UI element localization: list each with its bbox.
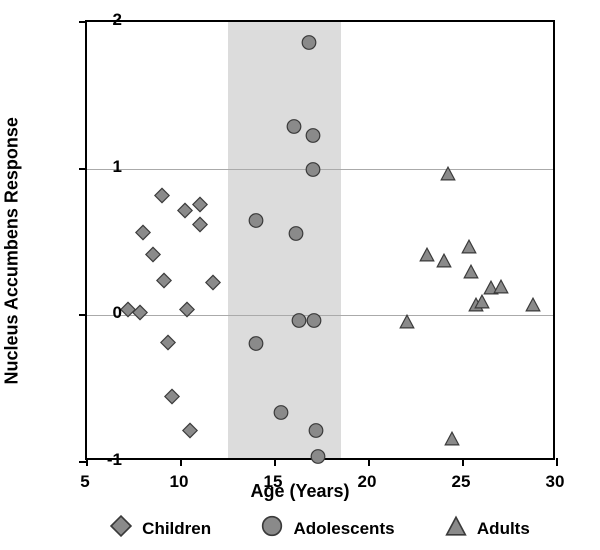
x-tick-label: 30 — [546, 472, 565, 492]
y-tick-label: 0 — [113, 303, 122, 323]
data-point-adolescents — [306, 312, 322, 333]
data-point-children — [145, 246, 161, 267]
data-point-children — [164, 388, 180, 409]
data-point-adults — [436, 252, 452, 273]
data-point-children — [205, 274, 221, 295]
x-tick-mark — [180, 458, 182, 466]
data-point-adolescents — [301, 35, 317, 56]
data-point-adults — [419, 246, 435, 267]
data-point-children — [135, 224, 151, 245]
x-tick-mark — [462, 458, 464, 466]
data-point-adults — [463, 264, 479, 285]
legend: Children Adolescents Adults — [85, 515, 555, 542]
x-tick-label: 10 — [170, 472, 189, 492]
data-point-adolescents — [288, 226, 304, 247]
data-point-adolescents — [308, 422, 324, 443]
data-point-adolescents — [310, 449, 326, 470]
data-point-adults — [493, 278, 509, 299]
data-point-adults — [399, 314, 415, 335]
x-tick-label: 20 — [358, 472, 377, 492]
data-point-adolescents — [305, 127, 321, 148]
data-point-children — [132, 305, 148, 326]
y-tick-label: -1 — [107, 450, 122, 470]
data-point-children — [192, 217, 208, 238]
data-point-adults — [461, 239, 477, 260]
triangle-icon — [445, 515, 467, 542]
y-tick-label: 2 — [113, 10, 122, 30]
x-tick-label: 5 — [80, 472, 89, 492]
y-tick-mark — [79, 168, 87, 170]
data-point-children — [154, 188, 170, 209]
legend-label: Adults — [477, 519, 530, 539]
legend-item-adolescents: Adolescents — [261, 515, 394, 542]
data-point-children — [179, 302, 195, 323]
circle-icon — [261, 515, 283, 542]
data-point-adults — [440, 166, 456, 187]
data-point-adults — [444, 431, 460, 452]
data-point-adolescents — [305, 161, 321, 182]
data-point-adolescents — [291, 312, 307, 333]
data-point-adolescents — [248, 212, 264, 233]
x-tick-mark — [368, 458, 370, 466]
data-point-adolescents — [286, 119, 302, 140]
shaded-region — [228, 22, 341, 458]
x-tick-mark — [556, 458, 558, 466]
diamond-icon — [110, 515, 132, 542]
data-point-adolescents — [248, 336, 264, 357]
chart-plot-area — [85, 20, 555, 460]
data-point-children — [192, 196, 208, 217]
data-point-children — [156, 273, 172, 294]
data-point-children — [160, 334, 176, 355]
x-axis-label: Age (Years) — [250, 481, 349, 502]
legend-item-children: Children — [110, 515, 211, 542]
data-point-adolescents — [273, 405, 289, 426]
data-point-adults — [525, 296, 541, 317]
x-tick-mark — [274, 458, 276, 466]
data-point-children — [182, 422, 198, 443]
y-tick-label: 1 — [113, 157, 122, 177]
x-tick-mark — [86, 458, 88, 466]
legend-item-adults: Adults — [445, 515, 530, 542]
data-point-children — [177, 202, 193, 223]
y-tick-mark — [79, 21, 87, 23]
legend-label: Adolescents — [293, 519, 394, 539]
x-tick-label: 25 — [452, 472, 471, 492]
legend-label: Children — [142, 519, 211, 539]
y-tick-mark — [79, 314, 87, 316]
y-axis-label: Nucleus Accumbens Response — [2, 117, 23, 384]
